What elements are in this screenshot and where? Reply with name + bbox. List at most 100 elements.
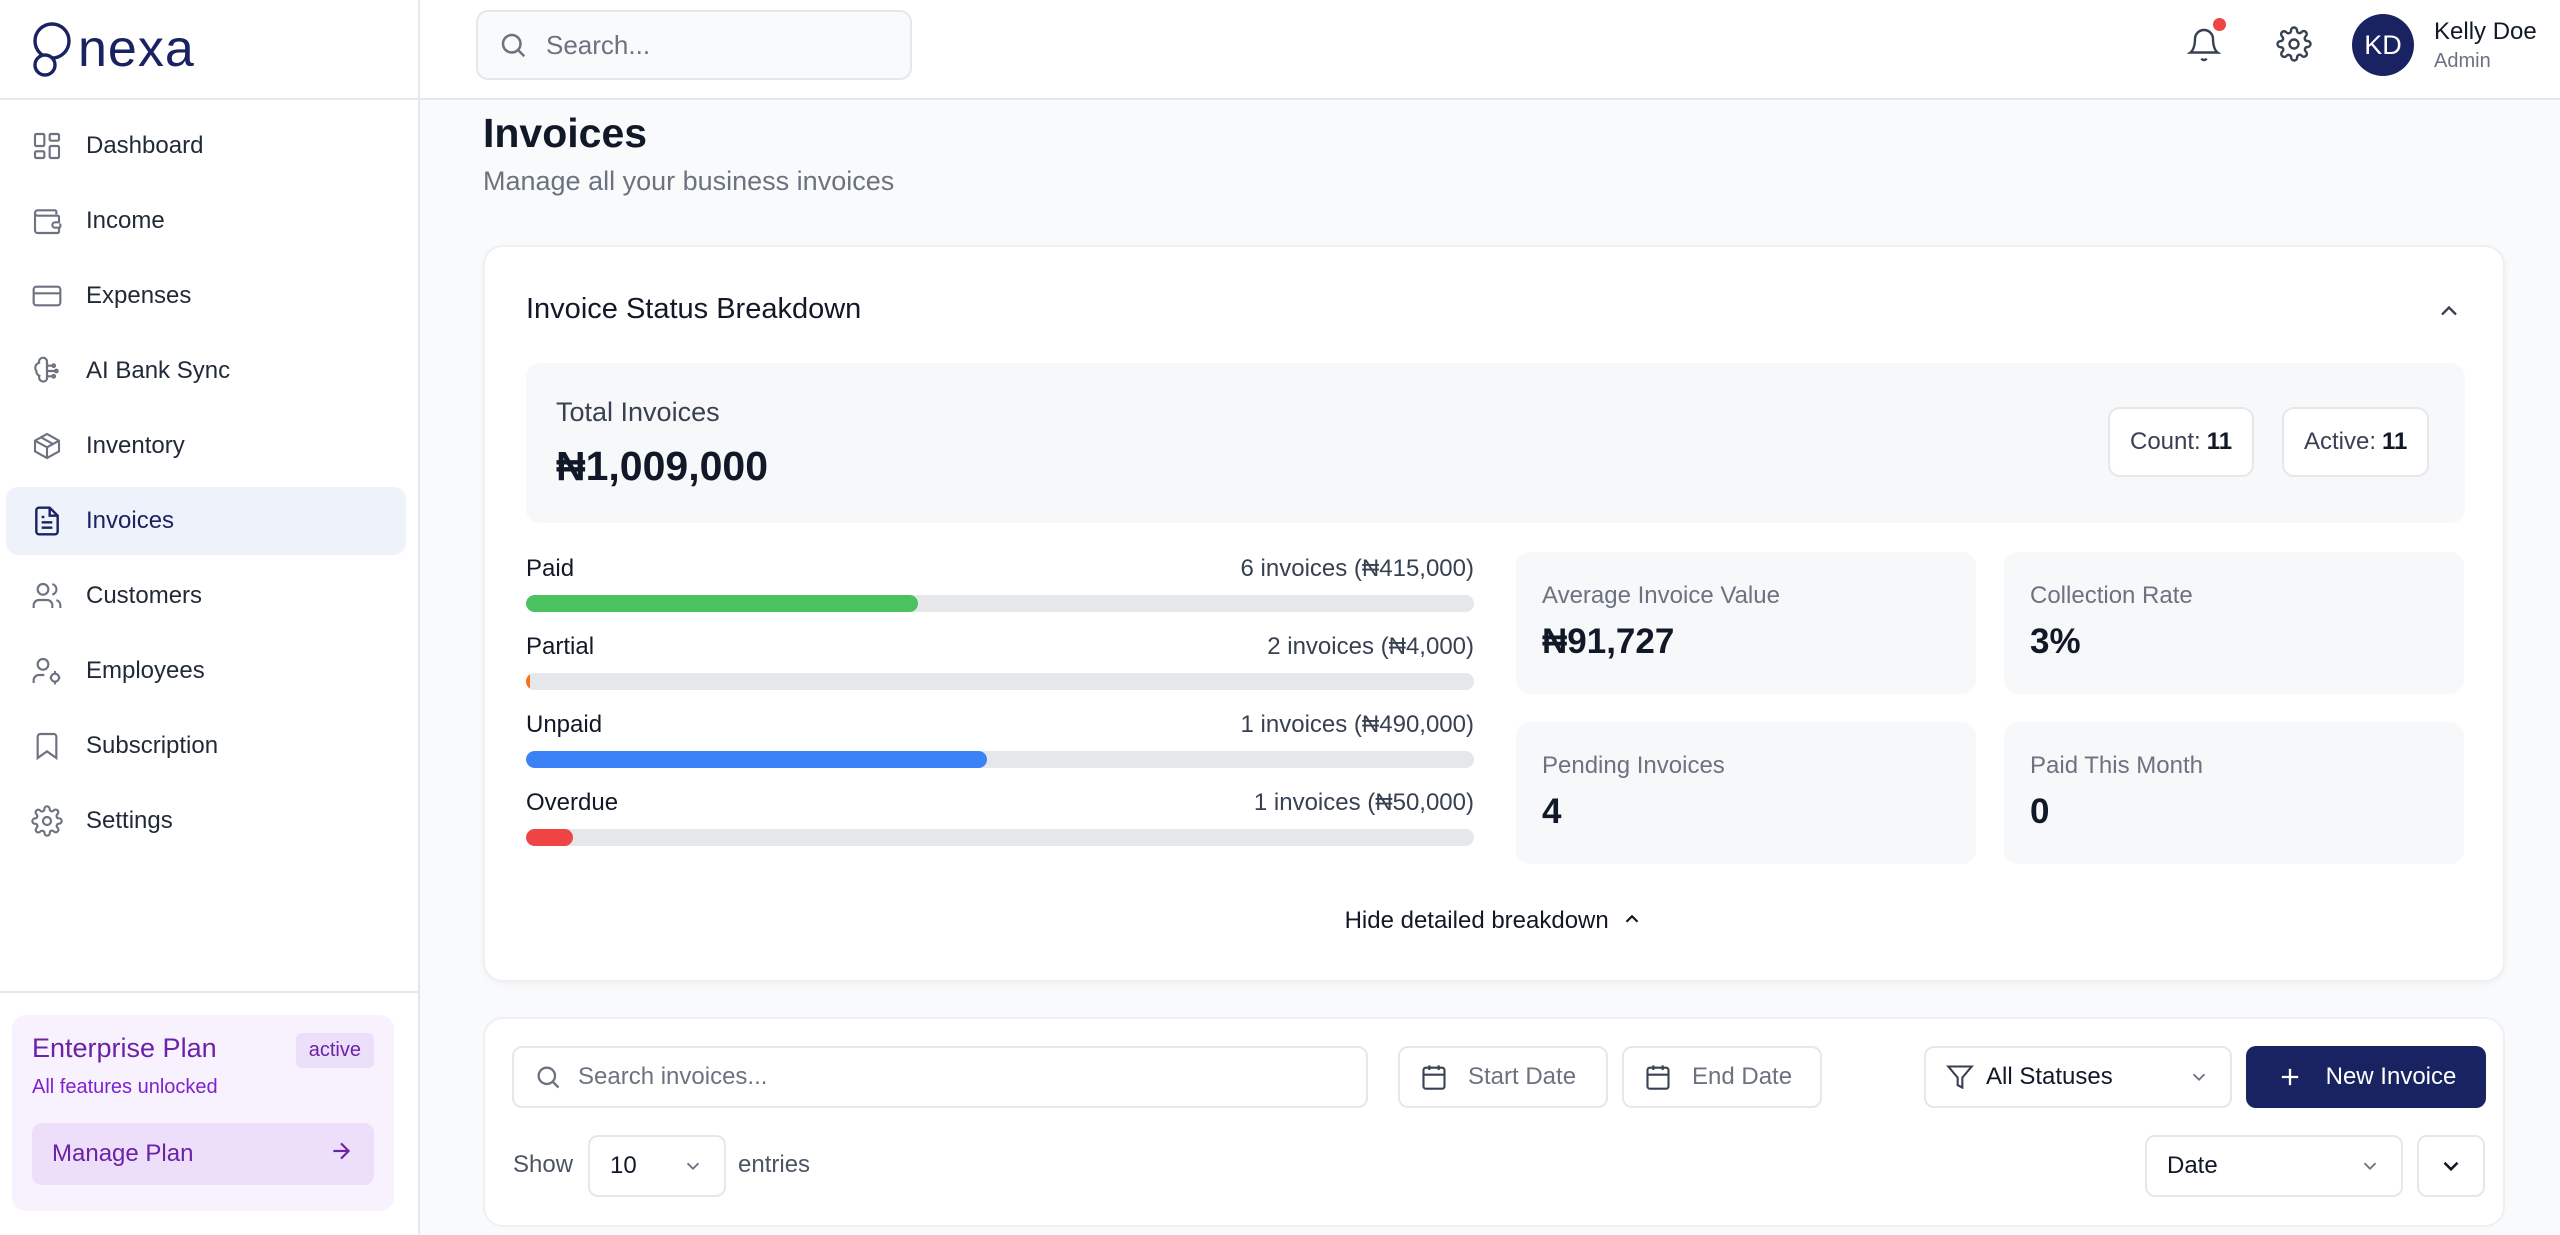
stat-value: 3%	[2030, 622, 2081, 661]
status-detail: 6 invoices (₦415,000)	[1240, 555, 1474, 582]
sidebar-item-inventory[interactable]: Inventory	[6, 412, 406, 480]
chevron-up-icon	[2441, 305, 2457, 316]
calendar-icon	[1422, 1065, 1446, 1090]
chevron-down-icon	[2443, 1161, 2459, 1172]
invoice-status-breakdown-card: Invoice Status Breakdown Total Invoices …	[483, 245, 2505, 982]
stat-label: Pending Invoices	[1542, 752, 1725, 779]
sidebar-item-label: AI Bank Sync	[86, 357, 231, 384]
settings-button[interactable]	[2276, 26, 2316, 66]
top-header: KD Kelly Doe Admin	[420, 0, 2560, 100]
active-label: Active:	[2304, 428, 2377, 455]
invoice-search-input[interactable]: Search invoices...	[578, 1063, 768, 1090]
sidebar-item-label: Customers	[86, 582, 203, 609]
status-detail: 2 invoices (₦4,000)	[1267, 633, 1474, 660]
status-bar-partial: Partial 2 invoices (₦4,000)	[526, 633, 1474, 690]
stat-label: Average Invoice Value	[1542, 582, 1780, 609]
hide-breakdown-button[interactable]: Hide detailed breakdown	[485, 907, 2503, 935]
start-date-field[interactable]: Start Date	[1398, 1046, 1608, 1108]
start-date-placeholder: Start Date	[1468, 1063, 1577, 1090]
users-icon	[30, 579, 64, 613]
entries-value: 10	[610, 1152, 637, 1179]
plus-icon	[2281, 1068, 2298, 1086]
stat-average-invoice-value: Average Invoice Value ₦91,727	[1516, 552, 1976, 694]
status-filter-value: All Statuses	[1986, 1063, 2113, 1090]
dashboard-icon	[30, 129, 64, 163]
user-name[interactable]: Kelly Doe	[2434, 18, 2537, 45]
progress-track	[526, 673, 1474, 690]
end-date-field[interactable]: End Date	[1622, 1046, 1822, 1108]
sidebar-item-label: Invoices	[86, 507, 175, 534]
user-cog-icon	[30, 654, 64, 688]
plan-status-badge: active	[295, 1033, 374, 1068]
plan-title: Enterprise Plan	[32, 1033, 217, 1063]
sidebar-item-dashboard[interactable]: Dashboard	[6, 112, 406, 180]
notification-dot	[2213, 18, 2226, 31]
total-invoices-box: Total Invoices ₦1,009,000 Count: 11 Acti…	[526, 363, 2465, 523]
plan-subtitle: All features unlocked	[32, 1076, 218, 1098]
page-title: Invoices	[483, 110, 648, 156]
logo-text: nexa	[78, 20, 195, 78]
filter-icon	[1946, 1065, 1974, 1090]
avatar[interactable]: KD	[2352, 14, 2414, 76]
new-invoice-label: New Invoice	[2325, 1063, 2457, 1090]
status-filter-select[interactable]: All Statuses	[1924, 1046, 2232, 1108]
search-input[interactable]	[546, 29, 866, 61]
entries-label: entries	[738, 1151, 811, 1178]
progress-fill	[526, 829, 574, 846]
wallet-icon	[30, 204, 64, 238]
sidebar-item-label: Dashboard	[86, 132, 204, 159]
file-text-icon	[30, 504, 64, 538]
box-icon	[30, 429, 64, 463]
brain-icon	[30, 354, 64, 388]
chevron-down-icon	[686, 1162, 700, 1171]
notifications-button[interactable]	[2186, 18, 2226, 66]
page-subtitle: Manage all your business invoices	[483, 166, 895, 196]
stat-pending-invoices: Pending Invoices 4	[1516, 722, 1976, 864]
sidebar-item-customers[interactable]: Customers	[6, 562, 406, 630]
sidebar-item-employees[interactable]: Employees	[6, 637, 406, 705]
search-icon	[537, 1066, 560, 1089]
stat-value: 4	[1542, 792, 1562, 831]
status-label: Partial	[526, 633, 595, 660]
status-detail: 1 invoices (₦50,000)	[1253, 789, 1474, 816]
stat-value: ₦91,727	[1542, 622, 1675, 661]
end-date-placeholder: End Date	[1692, 1063, 1793, 1090]
sidebar-item-label: Employees	[86, 657, 205, 684]
gear-icon	[30, 804, 64, 838]
sidebar-item-subscription[interactable]: Subscription	[6, 712, 406, 780]
progress-fill	[526, 751, 987, 768]
bell-icon	[2186, 28, 2222, 62]
search-icon	[501, 33, 526, 58]
progress-fill	[526, 673, 530, 690]
gear-icon	[2276, 26, 2312, 62]
arrow-right-icon	[328, 1138, 354, 1171]
invoice-search[interactable]: Search invoices...	[512, 1046, 1368, 1108]
chevron-down-icon	[2363, 1162, 2377, 1171]
manage-plan-button[interactable]: Manage Plan	[32, 1123, 374, 1185]
sidebar-item-income[interactable]: Income	[6, 187, 406, 255]
logo-mark-icon	[28, 21, 78, 77]
count-value: 11	[2206, 428, 2233, 455]
sidebar-item-settings[interactable]: Settings	[6, 787, 406, 855]
breakdown-title: Invoice Status Breakdown	[526, 293, 862, 325]
global-search[interactable]	[476, 10, 912, 80]
sort-by-select[interactable]: Date	[2145, 1135, 2403, 1197]
sidebar-item-label: Income	[86, 207, 165, 234]
new-invoice-button[interactable]: New Invoice	[2246, 1046, 2486, 1108]
total-invoices-value: ₦1,009,000	[556, 443, 769, 489]
stat-collection-rate: Collection Rate 3%	[2004, 552, 2464, 694]
plan-section: Enterprise Plan active All features unlo…	[0, 991, 418, 1235]
sidebar-item-expenses[interactable]: Expenses	[6, 262, 406, 330]
sort-direction-button[interactable]	[2417, 1135, 2485, 1197]
status-bar-unpaid: Unpaid 1 invoices (₦490,000)	[526, 711, 1474, 768]
collapse-button[interactable]	[2435, 297, 2463, 325]
logo[interactable]: nexa	[0, 0, 418, 100]
sidebar-item-invoices[interactable]: Invoices	[6, 487, 406, 555]
chevron-up-icon	[1626, 914, 1639, 923]
sidebar-item-ai-bank-sync[interactable]: AI Bank Sync	[6, 337, 406, 405]
entries-per-page-select[interactable]: 10	[588, 1135, 726, 1197]
sidebar-nav: Dashboard Income Expenses AI Bank Sync I…	[0, 100, 418, 855]
sidebar-item-label: Inventory	[86, 432, 185, 459]
progress-fill	[526, 595, 918, 612]
sidebar: nexa Dashboard Income Expenses AI Bank S…	[0, 0, 420, 1235]
